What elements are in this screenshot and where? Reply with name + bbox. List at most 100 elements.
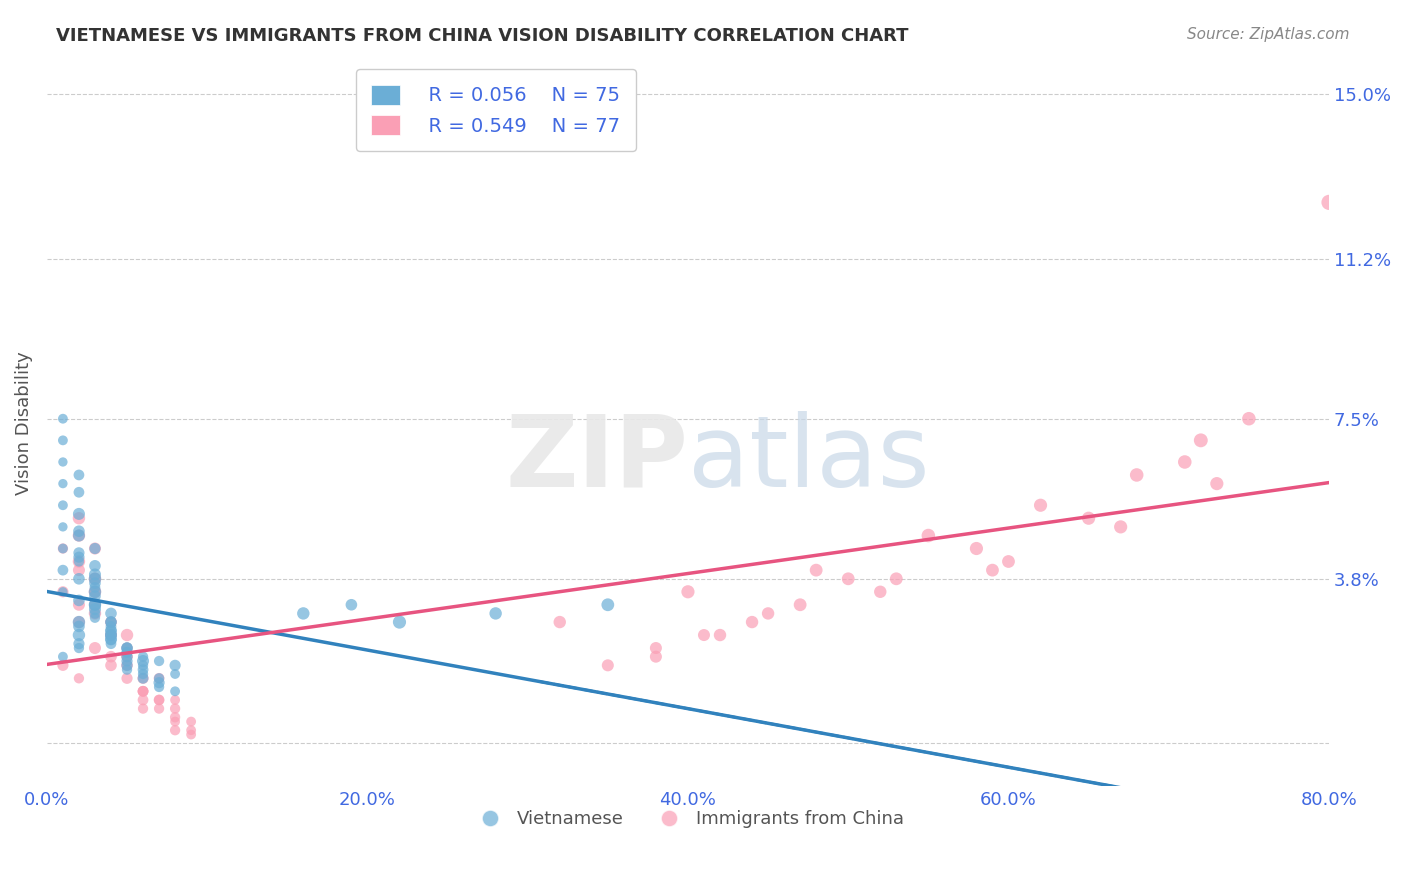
Point bbox=[869, 584, 891, 599]
Point bbox=[52, 649, 75, 664]
Point bbox=[84, 567, 107, 582]
Point bbox=[100, 615, 122, 629]
Point bbox=[741, 615, 763, 629]
Text: atlas: atlas bbox=[688, 411, 929, 508]
Text: ZIP: ZIP bbox=[505, 411, 688, 508]
Point bbox=[132, 693, 155, 707]
Point bbox=[115, 663, 138, 677]
Point bbox=[84, 607, 107, 621]
Point bbox=[165, 693, 187, 707]
Point bbox=[67, 572, 90, 586]
Point bbox=[67, 671, 90, 685]
Point bbox=[997, 554, 1019, 568]
Point bbox=[132, 649, 155, 664]
Point bbox=[1029, 498, 1052, 512]
Point bbox=[115, 658, 138, 673]
Point bbox=[132, 684, 155, 698]
Point bbox=[52, 455, 75, 469]
Point bbox=[1174, 455, 1197, 469]
Point bbox=[789, 598, 811, 612]
Point bbox=[52, 541, 75, 556]
Point bbox=[100, 615, 122, 629]
Point bbox=[84, 541, 107, 556]
Point bbox=[148, 654, 170, 668]
Point bbox=[52, 520, 75, 534]
Point bbox=[84, 584, 107, 599]
Point bbox=[148, 693, 170, 707]
Point bbox=[67, 550, 90, 565]
Point bbox=[132, 671, 155, 685]
Point bbox=[132, 663, 155, 677]
Point bbox=[67, 485, 90, 500]
Point bbox=[756, 607, 779, 621]
Point bbox=[1205, 476, 1227, 491]
Point bbox=[132, 701, 155, 715]
Point bbox=[165, 710, 187, 724]
Point bbox=[884, 572, 907, 586]
Point bbox=[84, 584, 107, 599]
Point bbox=[100, 632, 122, 647]
Point bbox=[100, 615, 122, 629]
Point bbox=[84, 598, 107, 612]
Point bbox=[100, 632, 122, 647]
Point bbox=[180, 723, 202, 738]
Point bbox=[709, 628, 731, 642]
Point bbox=[100, 658, 122, 673]
Point bbox=[52, 563, 75, 577]
Point bbox=[115, 640, 138, 655]
Point bbox=[965, 541, 987, 556]
Point bbox=[596, 658, 619, 673]
Point bbox=[115, 654, 138, 668]
Point bbox=[388, 615, 411, 629]
Point bbox=[100, 628, 122, 642]
Point bbox=[67, 554, 90, 568]
Point bbox=[837, 572, 859, 586]
Point bbox=[100, 615, 122, 629]
Point bbox=[132, 684, 155, 698]
Point bbox=[1189, 434, 1212, 448]
Point bbox=[115, 649, 138, 664]
Point bbox=[165, 723, 187, 738]
Point bbox=[115, 658, 138, 673]
Point bbox=[165, 684, 187, 698]
Point bbox=[67, 619, 90, 633]
Point bbox=[100, 649, 122, 664]
Point bbox=[67, 528, 90, 542]
Text: Source: ZipAtlas.com: Source: ZipAtlas.com bbox=[1187, 27, 1350, 42]
Point bbox=[165, 701, 187, 715]
Point bbox=[115, 640, 138, 655]
Point bbox=[115, 645, 138, 659]
Point bbox=[52, 541, 75, 556]
Point bbox=[148, 671, 170, 685]
Point bbox=[100, 628, 122, 642]
Point bbox=[67, 511, 90, 525]
Point bbox=[100, 607, 122, 621]
Point bbox=[84, 584, 107, 599]
Text: VIETNAMESE VS IMMIGRANTS FROM CHINA VISION DISABILITY CORRELATION CHART: VIETNAMESE VS IMMIGRANTS FROM CHINA VISI… bbox=[56, 27, 908, 45]
Point bbox=[84, 541, 107, 556]
Point bbox=[180, 727, 202, 741]
Point bbox=[548, 615, 571, 629]
Point bbox=[84, 607, 107, 621]
Point bbox=[917, 528, 939, 542]
Point bbox=[67, 528, 90, 542]
Point bbox=[67, 593, 90, 607]
Point bbox=[132, 658, 155, 673]
Point bbox=[100, 628, 122, 642]
Point bbox=[115, 649, 138, 664]
Point bbox=[67, 554, 90, 568]
Point bbox=[292, 607, 315, 621]
Point bbox=[148, 671, 170, 685]
Point bbox=[132, 667, 155, 681]
Point bbox=[84, 572, 107, 586]
Point bbox=[100, 624, 122, 638]
Point bbox=[485, 607, 508, 621]
Point bbox=[84, 572, 107, 586]
Point bbox=[1125, 467, 1147, 482]
Point bbox=[115, 671, 138, 685]
Point bbox=[100, 619, 122, 633]
Point bbox=[644, 640, 666, 655]
Point bbox=[67, 640, 90, 655]
Point bbox=[1317, 195, 1340, 210]
Point bbox=[67, 628, 90, 642]
